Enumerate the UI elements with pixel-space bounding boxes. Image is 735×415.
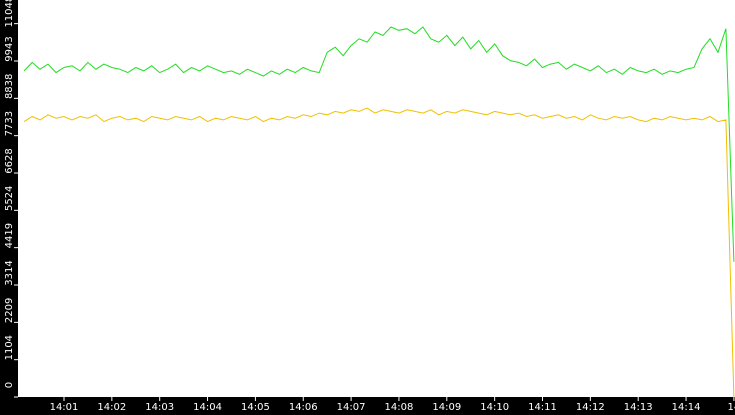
y-tick-label: 4419	[4, 223, 15, 248]
x-tick-label: 14:01	[50, 402, 79, 413]
y-tick-label: 6628	[4, 148, 15, 173]
y-tick-label: 11048	[4, 0, 15, 28]
x-tick-label: 14:14	[672, 402, 701, 413]
x-tick-label: 14:07	[337, 402, 366, 413]
x-tick-label: 14:06	[289, 402, 318, 413]
x-tick-label: 14:02	[97, 402, 126, 413]
y-tick-label: 5524	[4, 186, 15, 211]
series-line	[23, 107, 735, 398]
x-tick-label: 14:03	[145, 402, 174, 413]
x-tick-label: 14:08	[385, 402, 414, 413]
x-tick-label: 14	[728, 402, 735, 413]
x-tick-label: 14:09	[432, 402, 461, 413]
x-tick-label: 14:05	[241, 402, 270, 413]
x-tick-label: 14:12	[576, 402, 605, 413]
y-tick-label: 7733	[4, 111, 15, 136]
y-tick-label: 3314	[4, 260, 15, 285]
x-tick-label: 14:11	[528, 402, 557, 413]
y-tick-label: 9943	[4, 36, 15, 61]
y-tick-label: 0	[4, 382, 15, 388]
x-tick-label: 14:04	[193, 402, 222, 413]
y-tick-label: 2209	[4, 298, 15, 323]
y-tick-label: 8838	[4, 74, 15, 99]
plot-area	[18, 0, 735, 397]
series-line	[23, 26, 735, 262]
x-tick-label: 14:13	[624, 402, 653, 413]
x-tick-label: 14:10	[480, 402, 509, 413]
y-tick-label: 1104	[4, 335, 15, 360]
